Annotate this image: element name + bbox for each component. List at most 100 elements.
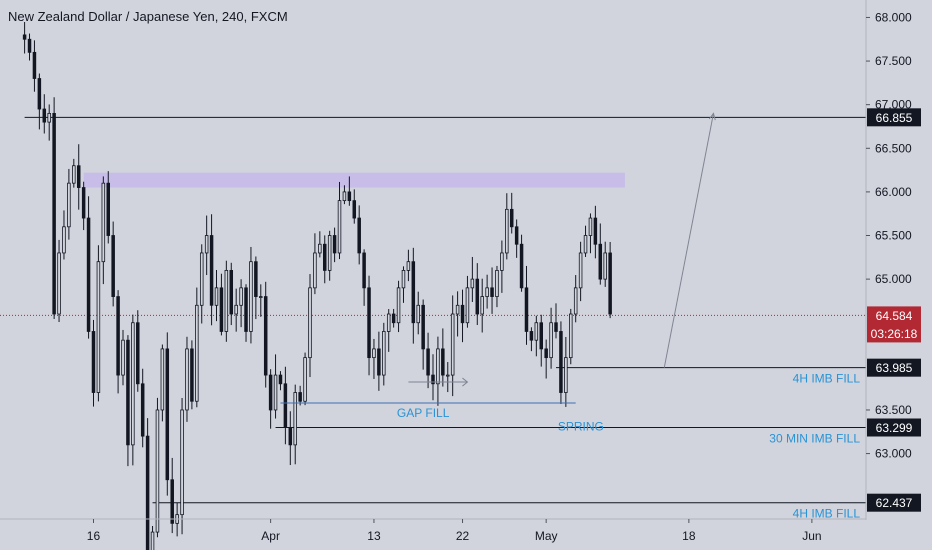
candle-body-up (57, 252, 61, 315)
x-tick-label: 18 (682, 529, 696, 543)
candle-body-down (219, 287, 224, 332)
level-annotation: 4H IMB FILL (793, 372, 861, 386)
candle-body-down (544, 348, 548, 359)
spring-label: SPRING (558, 419, 604, 433)
current-price-label-bg (867, 306, 921, 343)
candle-body-down (332, 235, 337, 254)
y-tick-label: 65.500 (875, 229, 912, 243)
candle-body-down (145, 435, 150, 550)
candle-body-down (268, 374, 273, 411)
candle-body-down (209, 235, 214, 306)
candle-body-up (455, 304, 460, 315)
candle-body-up (372, 348, 376, 359)
x-tick-label: 16 (87, 529, 101, 543)
candle-body-up (62, 226, 66, 254)
candle-body-down (539, 322, 544, 350)
candle-body-down (288, 427, 293, 446)
candle-body-down (229, 270, 234, 315)
candle-body-down (490, 287, 494, 297)
candle-body-up (342, 191, 347, 202)
candle-body-up (583, 235, 588, 254)
candle-body-down (421, 304, 425, 350)
price-axis[interactable]: 68.000 67.500 67.000 66.500 66.000 65.500 65.0… (866, 10, 912, 461)
candle-body-up (406, 261, 411, 271)
candle-body-up (185, 348, 189, 411)
candle-body-down (367, 287, 371, 359)
candle-body-down (352, 200, 357, 219)
candle-body-up (121, 339, 125, 376)
candle-body-down (357, 217, 361, 254)
candle-body-up (549, 322, 553, 359)
candle-body-up (382, 331, 386, 376)
projection-arrow-line (663, 113, 714, 368)
candle-body-up (485, 287, 489, 297)
candle-body-up (603, 252, 607, 280)
candle-body-up (155, 409, 160, 533)
candle-body-up (308, 287, 312, 359)
candle-body-up (564, 357, 568, 393)
candle-body-down (42, 108, 47, 123)
x-tick-label: Jun (802, 529, 821, 543)
candle-body-down (598, 243, 603, 280)
candle-body-down (126, 339, 130, 446)
projection-arrow-head (708, 112, 716, 121)
level-price-label: 66.855 (876, 111, 913, 125)
candle-body-up (160, 348, 165, 411)
candle-body-down (136, 322, 140, 385)
candle-body-up (446, 374, 450, 377)
candle-body-down (377, 348, 381, 376)
y-tick-label: 67.000 (875, 98, 912, 112)
level-price-label-bg (867, 418, 921, 437)
candle-body-down (244, 287, 248, 332)
candle-body-up (313, 252, 317, 289)
candle-body-up (131, 322, 135, 446)
candle-body-down (426, 348, 430, 376)
candle-body-down (559, 331, 563, 393)
candle-body-up (327, 235, 332, 271)
y-tick-label: 66.000 (875, 185, 912, 199)
candle-body-up (303, 357, 307, 402)
candle-body-down (411, 261, 416, 324)
candle-body-up (450, 313, 455, 376)
x-tick-label: 13 (367, 529, 381, 543)
candle-body-down (524, 287, 529, 332)
candle-body-down (165, 348, 170, 481)
candle-body-up (318, 243, 322, 254)
candle-body-up (214, 287, 219, 306)
candle-body-down (278, 374, 283, 385)
candle-body-up (293, 392, 297, 446)
level-price-label: 63.299 (876, 421, 913, 435)
candle-body-up (534, 322, 539, 341)
candle-body-up (386, 313, 391, 332)
candle-body-up (396, 287, 401, 324)
candle-body-up (204, 235, 209, 254)
candle-body-up (480, 296, 484, 315)
candle-body-up (224, 270, 229, 332)
small-arrow-head (462, 377, 469, 387)
candle-body-up (199, 252, 204, 306)
candle-body-down (86, 217, 91, 332)
candle-body-up (234, 304, 238, 315)
candle-body-up (273, 374, 278, 411)
candle-body-down (27, 38, 32, 53)
candle-body-up (96, 261, 101, 393)
candle-body-down (298, 392, 302, 402)
candle-body-up (249, 261, 253, 332)
candle-body-down (441, 348, 445, 376)
candle-body-up (337, 200, 342, 254)
candle-body-down (140, 383, 145, 437)
y-tick-label: 63.500 (875, 403, 912, 417)
candle-body-up (588, 217, 593, 236)
y-tick-label: 63.000 (875, 447, 912, 461)
y-tick-label: 67.500 (875, 54, 912, 68)
candle-body-up (416, 304, 420, 324)
candle-body-up (578, 252, 583, 289)
level-price-label: 63.985 (876, 361, 913, 375)
gap-fill-label: GAP FILL (397, 406, 450, 420)
candle-body-down (263, 296, 268, 376)
level-annotation: 4H IMB FILL (793, 507, 861, 521)
time-axis[interactable]: 16 Apr 13 22 May 18 Jun (87, 519, 822, 543)
